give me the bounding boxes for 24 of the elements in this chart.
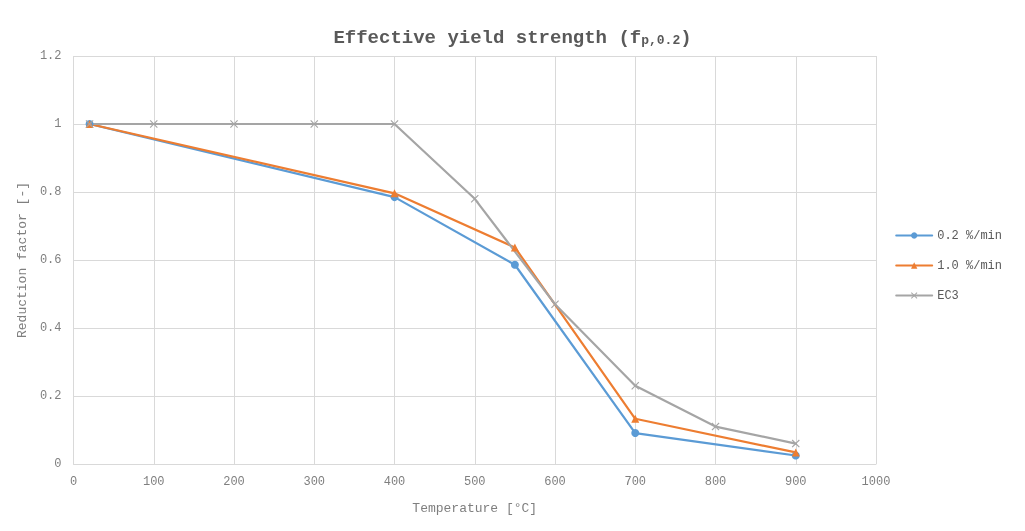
chart-title: Effective yield strength (fp,0.2) [333, 26, 692, 49]
x-tick-label: 200 [223, 475, 245, 489]
x-tick-label: 400 [383, 475, 406, 489]
x-tick-label: 100 [142, 475, 165, 489]
x-tick-label: 0 [69, 475, 78, 489]
x-tick-label: 500 [463, 475, 486, 489]
x-tick-label: 300 [303, 475, 326, 489]
y-tick-label: 0.8 [39, 185, 62, 199]
y-tick-label: 0 [54, 457, 62, 471]
y-tick-label: 0.4 [39, 321, 62, 335]
x-tick-label: 700 [624, 475, 647, 489]
legend-label: EC3 [937, 288, 959, 303]
y-axis-title: Reduction factor [-] [15, 181, 30, 339]
x-axis-title: Temperature [°C] [412, 501, 538, 516]
y-tick-label: 1 [54, 117, 62, 131]
x-tick-label: 1000 [861, 475, 891, 489]
x-tick-label: 900 [784, 475, 807, 489]
y-tick-label: 0.6 [39, 253, 62, 267]
legend-label: 0.2 %/min [937, 228, 1002, 243]
x-tick-label: 600 [544, 475, 566, 489]
legend-label: 1.0 %/min [937, 258, 1002, 273]
y-tick-label: 0.2 [39, 389, 62, 403]
x-tick-label: 800 [704, 475, 727, 489]
y-tick-label: 1.2 [39, 49, 62, 63]
